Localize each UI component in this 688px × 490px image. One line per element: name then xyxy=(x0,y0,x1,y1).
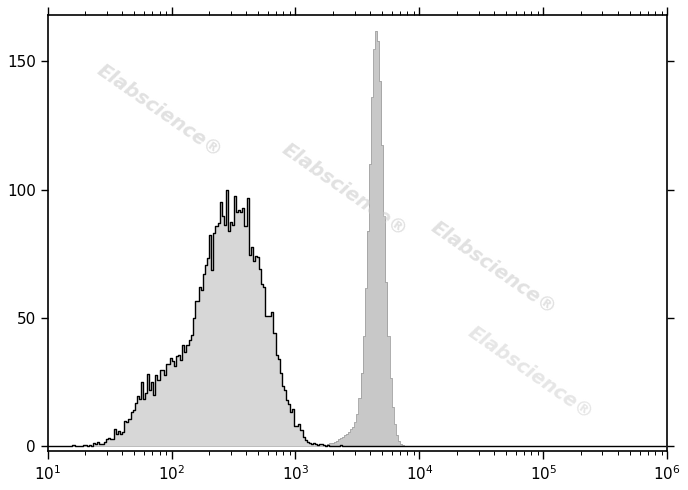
Text: Elabscience®: Elabscience® xyxy=(427,218,560,318)
Text: Elabscience®: Elabscience® xyxy=(93,61,225,162)
Text: Elabscience®: Elabscience® xyxy=(464,322,597,423)
Text: Elabscience®: Elabscience® xyxy=(279,139,411,240)
